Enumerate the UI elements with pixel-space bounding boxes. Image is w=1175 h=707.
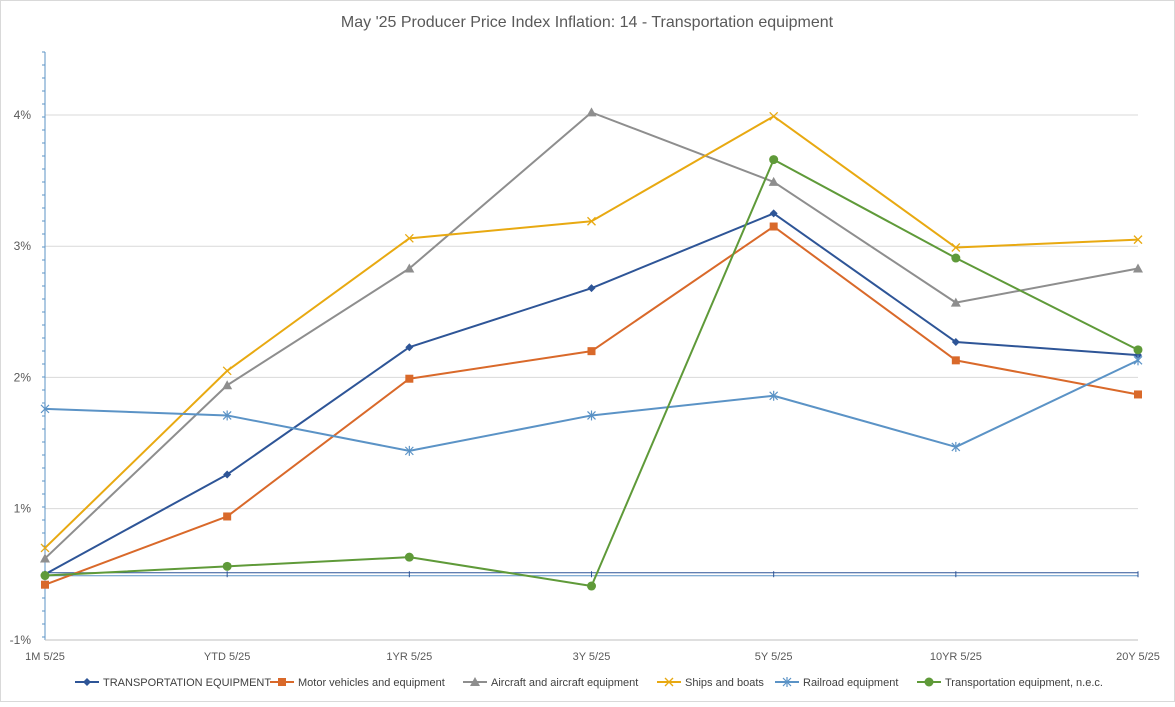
data-point: [1133, 355, 1143, 366]
data-point: [587, 581, 596, 591]
x-tick-label: 5Y 5/25: [755, 651, 793, 663]
legend-item: Transportation equipment, n.e.c.: [917, 677, 1103, 689]
data-point: [782, 677, 792, 687]
legend-label: Aircraft and aircraft equipment: [491, 677, 638, 689]
legend-item: TRANSPORTATION EQUIPMENT: [75, 677, 271, 689]
axes: -1% 1% 2% 3% 4% 1M 5/25 YTD 5/25 1YR 5/25 3Y 5/2…: [10, 51, 1160, 663]
data-point: [83, 678, 91, 686]
data-point: [222, 561, 232, 571]
data-point: [223, 512, 232, 521]
data-point: [950, 297, 961, 307]
data-point: [951, 356, 960, 365]
x-tick-label: YTD 5/25: [204, 651, 250, 663]
data-point: [470, 677, 480, 686]
x-tick-label: 20Y 5/25: [1116, 651, 1160, 663]
data-point: [769, 209, 778, 218]
x-tick-label: 10YR 5/25: [930, 651, 982, 663]
series-4: [40, 355, 1143, 456]
data-point: [769, 155, 779, 165]
data-point: [404, 552, 414, 562]
legend-label: TRANSPORTATION EQUIPMENT: [103, 677, 271, 689]
data-point: [404, 233, 414, 243]
series-1: [41, 222, 1142, 589]
legend-item: Ships and boats: [657, 677, 764, 689]
legend: TRANSPORTATION EQUIPMENT Motor vehicles a…: [75, 677, 1103, 689]
chart-title: May '25 Producer Price Index Inflation: …: [341, 14, 834, 31]
series-3: [40, 111, 1143, 553]
legend-label: Railroad equipment: [803, 677, 898, 689]
data-point: [40, 543, 50, 553]
series-5: [40, 155, 1143, 591]
data-point: [40, 403, 50, 414]
data-point: [924, 677, 934, 687]
data-point: [223, 470, 232, 479]
legend-label: Motor vehicles and equipment: [298, 677, 445, 689]
data-point: [222, 410, 232, 421]
data-point: [664, 677, 674, 687]
data-point: [951, 441, 961, 452]
data-point: [40, 571, 50, 581]
data-point: [587, 347, 596, 356]
data-point: [1133, 345, 1143, 355]
data-point: [405, 374, 414, 383]
data-point: [222, 380, 233, 390]
legend-label: Transportation equipment, n.e.c.: [945, 677, 1103, 689]
data-point: [769, 390, 779, 401]
data-point: [1133, 235, 1143, 245]
data-point: [40, 553, 50, 563]
data-point: [769, 222, 778, 231]
y-tick-label: -1%: [10, 633, 32, 647]
legend-item: Aircraft and aircraft equipment: [463, 677, 638, 689]
x-tick-label: 3Y 5/25: [573, 651, 611, 663]
x-tick-label: 1M 5/25: [25, 651, 65, 663]
series-lines: [40, 107, 1143, 591]
y-tick-label: 1%: [14, 502, 32, 516]
data-point: [404, 445, 414, 456]
legend-item: Motor vehicles and equipment: [270, 677, 445, 689]
series-2: [40, 107, 1143, 563]
data-point: [586, 107, 597, 117]
legend-item: Railroad equipment: [775, 677, 898, 689]
data-point: [404, 263, 415, 273]
y-tick-label: 2%: [14, 370, 32, 384]
data-point: [278, 678, 286, 686]
data-point: [587, 216, 596, 226]
data-point: [222, 366, 232, 376]
x-tick-label: 1YR 5/25: [386, 651, 432, 663]
data-point: [405, 343, 414, 352]
data-point: [587, 284, 596, 293]
data-point: [769, 111, 779, 121]
data-point: [587, 410, 596, 421]
data-point: [1133, 263, 1143, 273]
y-tick-label: 4%: [14, 108, 32, 122]
data-point: [951, 243, 961, 252]
y-tick-label: 3%: [14, 239, 32, 253]
data-point: [41, 580, 49, 589]
data-point: [1134, 390, 1142, 399]
data-point: [951, 337, 960, 346]
legend-label: Ships and boats: [685, 677, 764, 689]
data-point: [768, 176, 779, 186]
data-point: [951, 253, 961, 263]
